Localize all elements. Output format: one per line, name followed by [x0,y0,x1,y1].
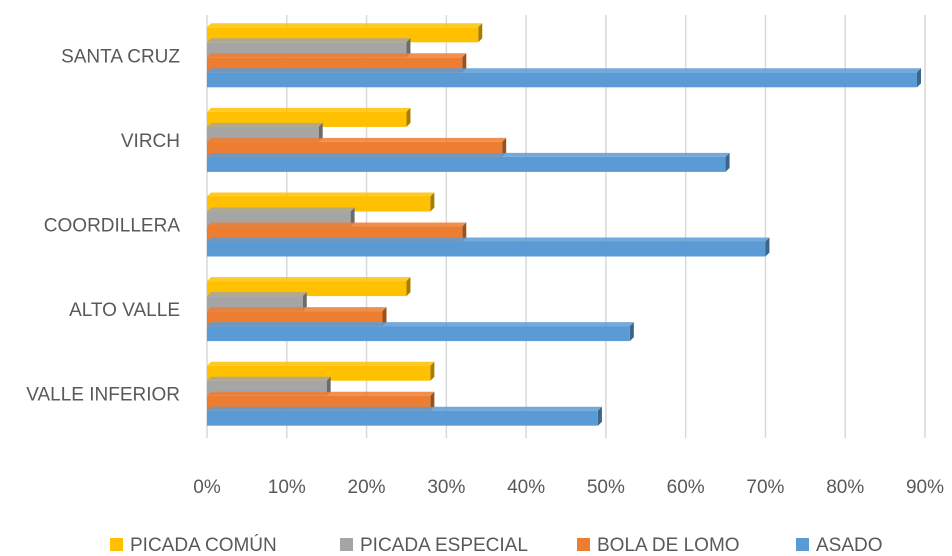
x-tick-label: 60% [667,477,705,498]
y-tick-label: VALLE INFERIOR [26,385,180,406]
legend-swatch [110,538,123,551]
y-tick-label: ALTO VALLE [69,300,180,321]
bar-side [430,192,435,212]
bar-side [462,222,467,242]
y-tick-label: SANTA CRUZ [61,46,180,67]
bar-top [207,68,922,73]
bar-side [502,137,507,157]
x-tick-label: 80% [826,477,864,498]
legend-label: PICADA ESPECIAL [360,535,528,556]
bar [207,72,918,88]
bar-side [430,361,435,381]
bar-top [207,192,435,197]
bar-side [917,68,922,88]
bar-side [478,23,483,43]
bar-top [207,361,435,366]
bar-top [207,307,387,312]
legend-label: PICADA COMÚN [130,534,277,556]
x-tick-label: 90% [906,477,944,498]
y-tick-label: COORDILLERA [44,216,181,237]
bar-top [207,222,467,227]
y-tick-label: VIRCH [121,131,180,152]
bar-side [597,406,602,426]
bar [207,156,726,172]
x-tick-label: 20% [348,477,386,498]
bar-side [406,38,411,58]
bar-top [207,152,730,157]
bar-side [406,277,411,297]
bar-top [207,406,602,411]
x-tick-label: 30% [427,477,465,498]
bar-side [382,307,387,327]
legend-swatch [796,538,809,551]
bar-top [207,237,770,242]
bar-top [207,322,634,327]
bar [207,241,766,257]
bar [207,326,630,342]
x-tick-label: 10% [268,477,306,498]
bar-side [302,292,307,312]
legend-swatch [340,538,353,551]
bar-side [350,207,355,227]
bar-top [207,292,307,297]
bar-side [629,322,634,342]
x-tick-label: 50% [587,477,625,498]
legend-label: ASADO [816,535,883,556]
bar-top [207,23,483,28]
bar-side [725,152,730,172]
bar-side [765,237,770,257]
x-tick-label: 40% [507,477,545,498]
bar-top [207,53,467,58]
bar-top [207,277,411,282]
bar-side [326,376,331,396]
x-tick-label: 0% [193,477,221,498]
bar [207,410,598,426]
bar-top [207,137,507,142]
legend-label: BOLA DE LOMO [597,535,740,556]
bar-top [207,207,355,212]
bar-side [462,53,467,73]
bar-top [207,122,323,127]
bar-top [207,38,411,43]
bar-side [318,122,323,142]
bar-side [430,391,435,411]
bar-side [406,107,411,127]
bar-top [207,376,331,381]
x-tick-label: 70% [746,477,784,498]
legend-swatch [577,538,590,551]
bar-top [207,391,435,396]
bar-top [207,107,411,112]
